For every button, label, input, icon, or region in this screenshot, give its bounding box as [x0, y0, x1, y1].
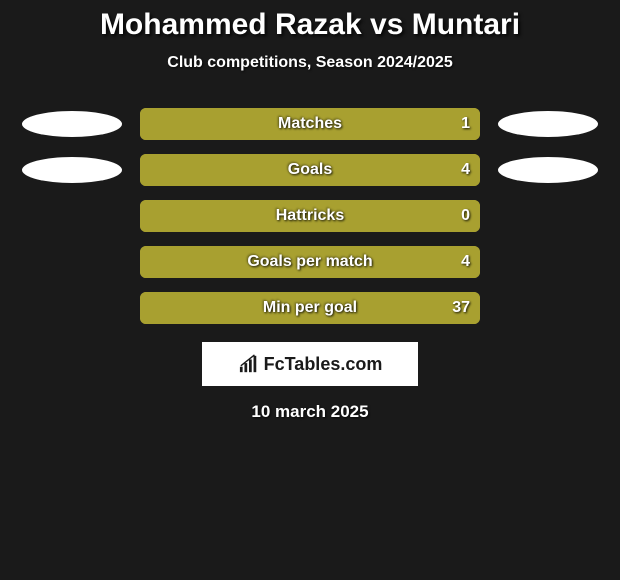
avatar-spacer	[498, 203, 598, 229]
stat-row: Goals per match4	[0, 246, 620, 278]
player-avatar-right	[498, 157, 598, 183]
stat-row: Min per goal37	[0, 292, 620, 324]
player-avatar-left	[22, 111, 122, 137]
comparison-infographic: Mohammed Razak vs Muntari Club competiti…	[0, 0, 620, 422]
stat-value: 0	[461, 200, 470, 232]
stat-bar: Min per goal37	[140, 292, 480, 324]
stat-label: Min per goal	[140, 292, 480, 324]
stat-bar: Matches1	[140, 108, 480, 140]
player-avatar-right	[498, 111, 598, 137]
avatar-spacer	[22, 249, 122, 275]
date-text: 10 march 2025	[0, 402, 620, 422]
stat-value: 4	[461, 246, 470, 278]
stat-bar: Hattricks0	[140, 200, 480, 232]
stat-label: Goals	[140, 154, 480, 186]
stat-value: 4	[461, 154, 470, 186]
avatar-spacer	[498, 249, 598, 275]
stat-label: Hattricks	[140, 200, 480, 232]
stat-bar: Goals4	[140, 154, 480, 186]
page-title: Mohammed Razak vs Muntari	[0, 8, 620, 42]
stat-value: 37	[452, 292, 470, 324]
stat-bar: Goals per match4	[140, 246, 480, 278]
stat-row: Goals4	[0, 154, 620, 186]
stat-row: Hattricks0	[0, 200, 620, 232]
bars-icon	[238, 354, 260, 374]
avatar-spacer	[498, 295, 598, 321]
subtitle: Club competitions, Season 2024/2025	[0, 54, 620, 72]
stat-value: 1	[461, 108, 470, 140]
avatar-spacer	[22, 295, 122, 321]
stat-row: Matches1	[0, 108, 620, 140]
stat-label: Matches	[140, 108, 480, 140]
brand-badge[interactable]: FcTables.com	[202, 342, 418, 386]
player-avatar-left	[22, 157, 122, 183]
avatar-spacer	[22, 203, 122, 229]
brand-text: FcTables.com	[264, 354, 383, 375]
stat-label: Goals per match	[140, 246, 480, 278]
stat-rows: Matches1Goals4Hattricks0Goals per match4…	[0, 108, 620, 324]
